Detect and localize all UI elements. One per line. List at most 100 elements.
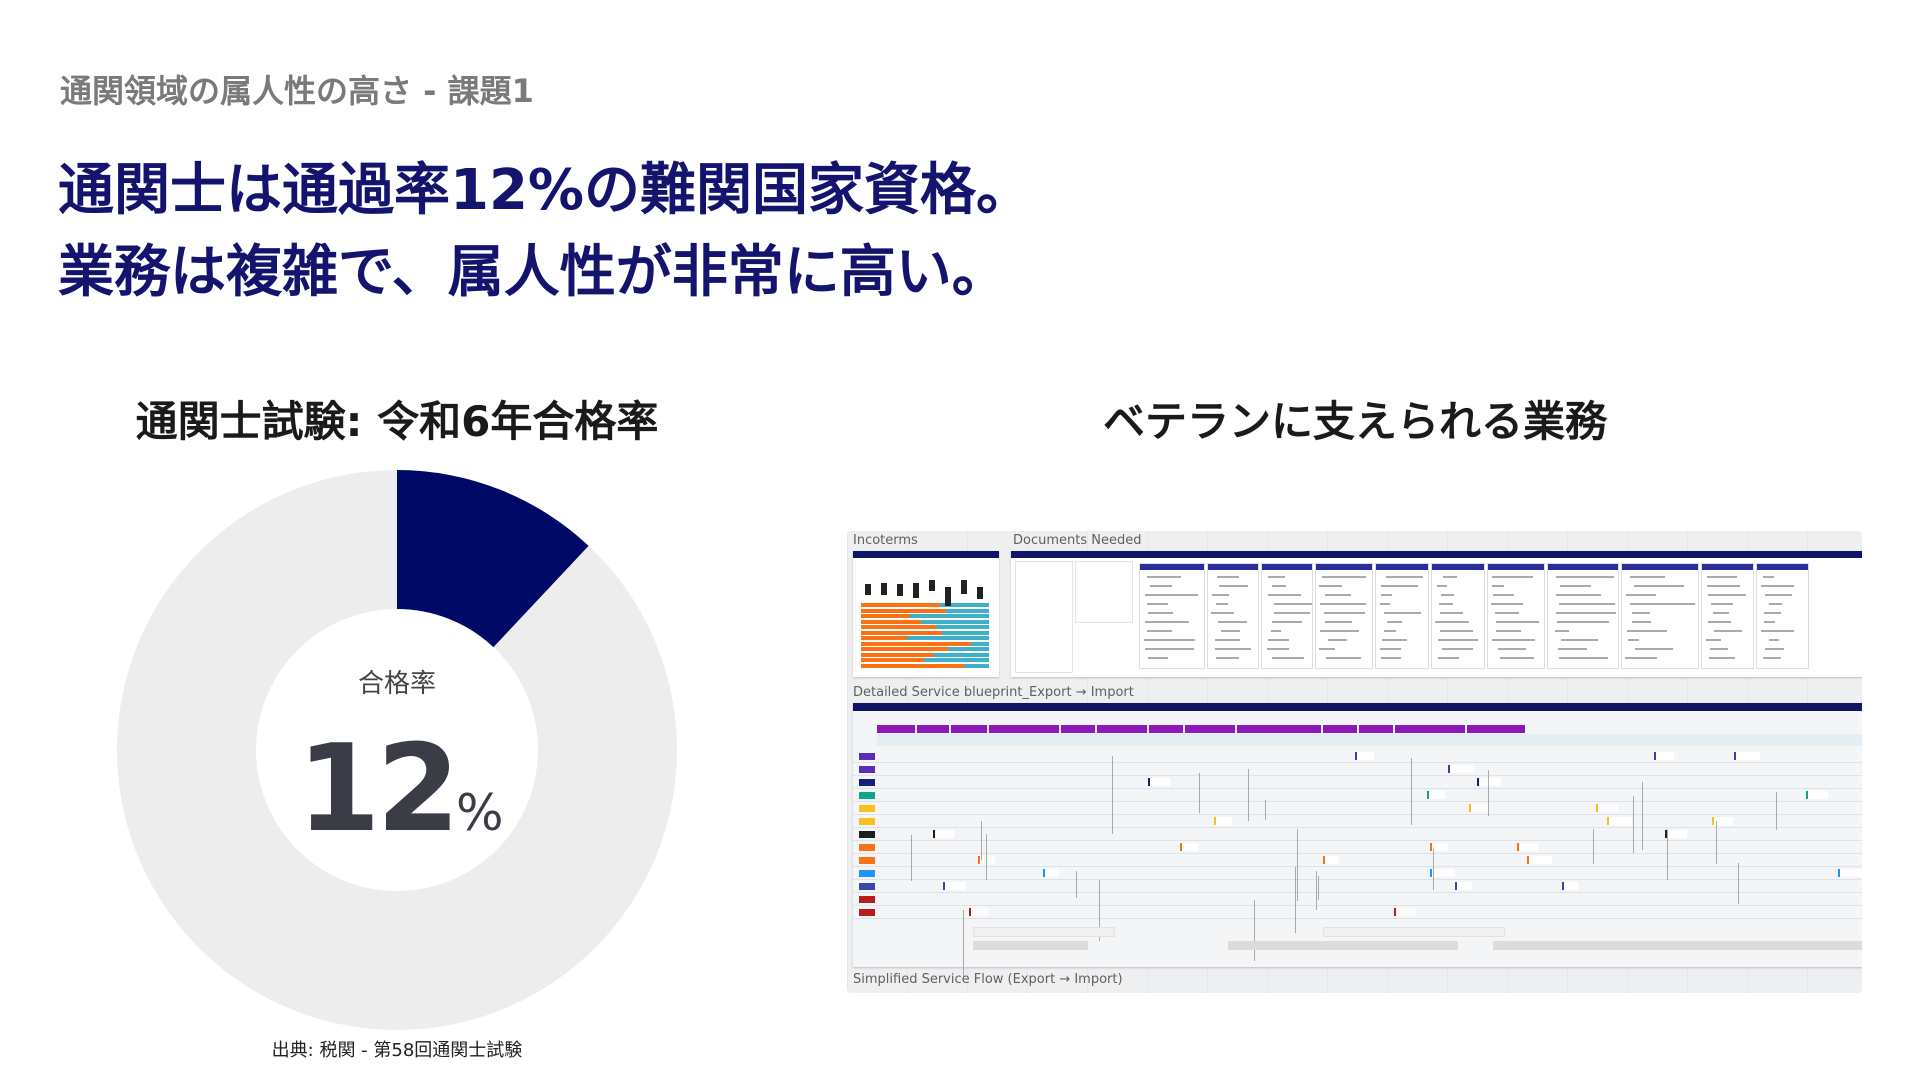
thumbnail-text-line [1557, 621, 1609, 623]
thumbnail-text-line [1442, 576, 1458, 578]
doc-note [1075, 561, 1133, 623]
thumbnail-header [1376, 564, 1428, 570]
thumbnail-text-line [1707, 585, 1741, 587]
thumbnail-text-line [1496, 621, 1539, 623]
incoterms-bar [861, 608, 946, 613]
lane-swatch [859, 753, 875, 760]
lane-swatch [859, 844, 875, 851]
blueprint-step [968, 908, 989, 916]
lane-swatch [859, 896, 875, 903]
blueprint-step [1323, 856, 1340, 864]
incoterms-bar [861, 658, 924, 662]
document-thumbnail [1375, 563, 1429, 669]
thumbnail-text-line [1710, 603, 1734, 605]
thumbnail-text-line [1273, 603, 1312, 605]
thumbnail-text-line [1379, 648, 1402, 650]
connector-line [1247, 769, 1249, 821]
thumbnail-text-line [1560, 639, 1599, 641]
phase-header [1097, 725, 1147, 733]
thumbnail-text-line [1381, 657, 1401, 659]
thumbnail-text-line [1270, 630, 1282, 632]
thumbnail-text-line [1271, 657, 1304, 659]
thumbnail-text-line [1217, 621, 1248, 623]
thumbnail-text-line [1492, 594, 1514, 596]
pass-rate-unit: % [456, 784, 504, 842]
blueprint-step [1477, 778, 1502, 786]
connector-line [1112, 755, 1114, 835]
thumbnail-header [1622, 564, 1698, 570]
connector-line [963, 909, 965, 978]
incoterms-bar [861, 647, 949, 651]
thumbnail-text-line [1383, 630, 1396, 632]
thumbnail-text-line [1379, 603, 1391, 605]
blueprint-label: Detailed Service blueprint_Export → Impo… [853, 685, 1134, 700]
incoterms-bar [920, 619, 989, 624]
thumbnail-text-line [1321, 576, 1367, 578]
thumbnail-text-line [1436, 585, 1447, 587]
incoterms-bar [861, 641, 972, 646]
thumbnail-text-line [1633, 585, 1685, 587]
incoterms-bar [963, 663, 989, 668]
connector-line [1432, 849, 1434, 891]
thumbnail-text-line [1327, 639, 1348, 641]
lane-divider [853, 827, 1862, 828]
thumbnail-text-line [1439, 630, 1474, 632]
blueprint-step [978, 856, 996, 864]
document-thumbnail [1756, 563, 1809, 669]
lane-swatch [859, 883, 875, 890]
thumbnail-text-line [1381, 585, 1418, 587]
thumbnail-text-line [1387, 621, 1403, 623]
phase-header [917, 725, 949, 733]
veteran-work-title: ベテランに支えられる業務 [1102, 397, 1607, 446]
thumbnail-text-line [1765, 648, 1784, 650]
connector-line [1642, 782, 1644, 850]
headline-line-2: 業務は複雑で、属人性が非常に高い。 [58, 240, 1008, 305]
phase-header [1467, 725, 1525, 733]
thumbnail-text-line [1144, 594, 1199, 596]
phase-header [1395, 725, 1465, 733]
thumbnail-text-line [1441, 594, 1454, 596]
thumbnail-text-line [1320, 630, 1359, 632]
thumbnail-text-line [1557, 648, 1588, 650]
incoterms-bar [923, 658, 989, 662]
documents-needed-label: Documents Needed [1013, 533, 1142, 548]
thumbnail-text-line [1491, 576, 1534, 578]
thumbnail-text-line [1705, 639, 1721, 641]
lane-divider [853, 775, 1862, 776]
document-thumbnail [1547, 563, 1619, 669]
donut-center-value: 12% [297, 720, 504, 859]
thumbnail-text-line [1144, 621, 1189, 623]
blueprint-step [1838, 869, 1862, 877]
thumbnail-header [1432, 564, 1484, 570]
connector-line [1318, 876, 1320, 901]
thumbnail-text-line [1212, 594, 1230, 596]
thumbnail-text-line [1274, 612, 1311, 614]
thumbnail-text-line [1492, 639, 1535, 641]
blueprint-step [1179, 843, 1198, 851]
thumbnail-text-line [1763, 621, 1775, 623]
blueprint-step [1454, 882, 1473, 890]
phase-header [1359, 725, 1393, 733]
blueprint-step [1526, 856, 1553, 864]
lane-swatch [859, 831, 875, 838]
connector-line [980, 821, 982, 860]
blueprint-step [1427, 791, 1445, 799]
incoterms-icon [865, 584, 871, 596]
connector-line [1098, 879, 1100, 942]
thumbnail-header [1316, 564, 1372, 570]
lane-divider [853, 801, 1862, 802]
thumbnail-header [1262, 564, 1312, 570]
pass-rate-value: 12 [297, 720, 460, 859]
blueprint-step [933, 830, 955, 838]
simplified-flow-label: Simplified Service Flow (Export → Import… [853, 972, 1123, 987]
thumbnail-text-line [1631, 612, 1651, 614]
blueprint-step [1653, 752, 1674, 760]
thumbnail-text-line [1713, 612, 1729, 614]
support-box [973, 927, 1115, 937]
lane-swatch [859, 792, 875, 799]
connector-line [985, 834, 987, 880]
thumbnail-text-line [1708, 594, 1747, 596]
thumbnail-text-line [1769, 603, 1783, 605]
thumbnail-header [1548, 564, 1618, 570]
blueprint-step [1468, 804, 1489, 812]
